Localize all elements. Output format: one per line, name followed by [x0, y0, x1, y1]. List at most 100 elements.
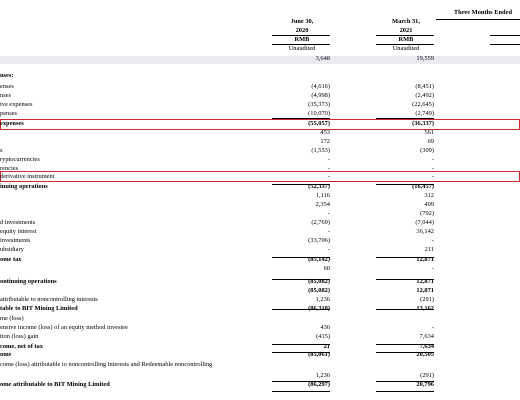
row-label: ryptocurrencies: [0, 156, 40, 163]
rule-final-double-a: [272, 391, 330, 392]
rule-oci-b: [376, 344, 434, 345]
value-mar-2021: (36,337): [412, 120, 434, 127]
value-jun-2020: 436: [320, 324, 330, 331]
row-label: investments: [0, 237, 31, 244]
value-jun-2020: -: [327, 156, 330, 163]
value-mar-2021: 561: [424, 129, 434, 136]
value-jun-2020: 1,236: [315, 372, 330, 379]
value-mar-2021: -: [431, 237, 434, 244]
value-mar-2021: 12,871: [416, 256, 434, 263]
value-mar-2021: 69: [427, 138, 434, 145]
value-jun-2020: 1,116: [315, 192, 330, 199]
value-jun-2020: (4,616): [311, 83, 330, 90]
value-jun-2020: (52,337): [308, 183, 330, 190]
row-label: ome tax: [0, 256, 22, 263]
value-mar-2021: 312: [424, 192, 434, 199]
rule-cont-a: [272, 279, 330, 280]
value-mar-2021: (7,044): [415, 219, 434, 226]
row-label: derivative instrument: [0, 173, 55, 180]
value-jun-2020: (35,373): [308, 101, 330, 108]
value-mar-2021: 7,634: [419, 343, 434, 350]
row-label: come, net of tax: [0, 343, 43, 350]
value-mar-2021: 13,162: [416, 305, 434, 312]
rule-cont-b: [376, 279, 434, 280]
row-label: ontinuing operations: [0, 278, 57, 285]
col2-header-line1: March 31,: [392, 18, 420, 25]
period-group-header: Three Months Ended: [453, 9, 512, 16]
highlight-box-derivative: [0, 171, 520, 182]
row-label: ome attributable to BIT Mining Limited: [0, 381, 110, 388]
value-jun-2020: -: [327, 228, 330, 235]
rule-final-b: [376, 381, 434, 382]
value-jun-2020: (55,057): [308, 120, 330, 127]
value-mar-2021: 12,871: [416, 278, 434, 285]
row-label: inuing operations: [0, 183, 48, 190]
rule-op-a: [272, 184, 330, 185]
value-jun-2020: (415): [316, 333, 330, 340]
value-mar-2021: (16,457): [412, 183, 434, 190]
rule-final-double-b: [376, 391, 434, 392]
value-mar-2021: (2,749): [415, 110, 434, 117]
highlight-box-expenses: [0, 119, 520, 130]
col2-header-line4: Unaudited: [392, 45, 420, 52]
value-jun-2020: (85,142): [308, 256, 330, 263]
value-jun-2020: (85,082): [308, 287, 330, 294]
row-label: penses: [0, 110, 18, 117]
value-mar-2021: (792): [420, 210, 434, 217]
value-mar-2021: (8,451): [415, 83, 434, 90]
rule-subtotal-b: [376, 118, 434, 119]
value-jun-2020: (86,297): [308, 381, 330, 388]
rule-comp-a: [272, 352, 330, 353]
col2-year-underline: [376, 35, 434, 36]
row-label: ensive income (loss) of an equity method…: [0, 324, 128, 331]
rule-final-a: [272, 381, 330, 382]
value-jun-2020: -: [327, 173, 330, 180]
value-mar-2021: -: [431, 173, 434, 180]
value-jun-2020: (86,318): [308, 305, 330, 312]
value-jun-2020: (85,061): [308, 351, 330, 358]
rule-pretax-a: [272, 257, 330, 258]
col3-year-underline: [490, 35, 520, 36]
row-label: tion (loss) gain: [0, 333, 39, 340]
row-label: nses:: [0, 72, 14, 79]
value-jun-2020: 453: [320, 129, 330, 136]
value-mar-2021: 12,871: [416, 287, 434, 294]
row-label: expenses: [0, 120, 24, 127]
value-jun-2020: 60: [323, 265, 330, 272]
value-mar-2021: -: [431, 156, 434, 163]
col3-rmb-underline: [490, 44, 520, 45]
rule-subtotal-a: [272, 118, 330, 119]
rule-oci-a: [272, 344, 330, 345]
value-mar-2021: 36,142: [416, 228, 434, 235]
value-mar-2021: (291): [420, 296, 434, 303]
value-jun-2020: (85,082): [308, 278, 330, 285]
value-mar-2021: 19,559: [416, 55, 434, 62]
row-label: come (loss) attributable to noncontrolli…: [0, 361, 213, 368]
value-jun-2020: 172: [320, 138, 330, 145]
row-label: d investments: [0, 219, 36, 226]
value-jun-2020: 1,236: [315, 296, 330, 303]
col2-header-line2: 2021: [399, 27, 413, 34]
col1-header-line4: Unaudited: [288, 45, 316, 52]
row-label: me (loss): [0, 315, 24, 322]
rule-attr-a: [272, 309, 330, 310]
value-mar-2021: -: [431, 165, 434, 172]
col2-rmb-underline: [376, 44, 434, 45]
value-jun-2020: (1,553): [311, 147, 330, 154]
value-mar-2021: -: [431, 265, 434, 272]
row-label: s: [0, 147, 3, 154]
col1-header-line3: RMB: [294, 36, 310, 43]
value-jun-2020: 21: [323, 343, 330, 350]
value-mar-2021: (22,645): [412, 101, 434, 108]
period-group-rule: [436, 19, 520, 20]
value-mar-2021: (309): [420, 147, 434, 154]
value-mar-2021: 20,505: [416, 351, 434, 358]
value-jun-2020: -: [327, 210, 330, 217]
rule-comp-b: [376, 352, 434, 353]
value-jun-2020: (10,070): [308, 110, 330, 117]
row-label: equity interest: [0, 228, 37, 235]
value-jun-2020: (2,769): [311, 219, 330, 226]
value-jun-2020: -: [327, 246, 330, 253]
row-label: enses: [0, 83, 14, 90]
col1-header-line1: June 30,: [290, 18, 314, 25]
